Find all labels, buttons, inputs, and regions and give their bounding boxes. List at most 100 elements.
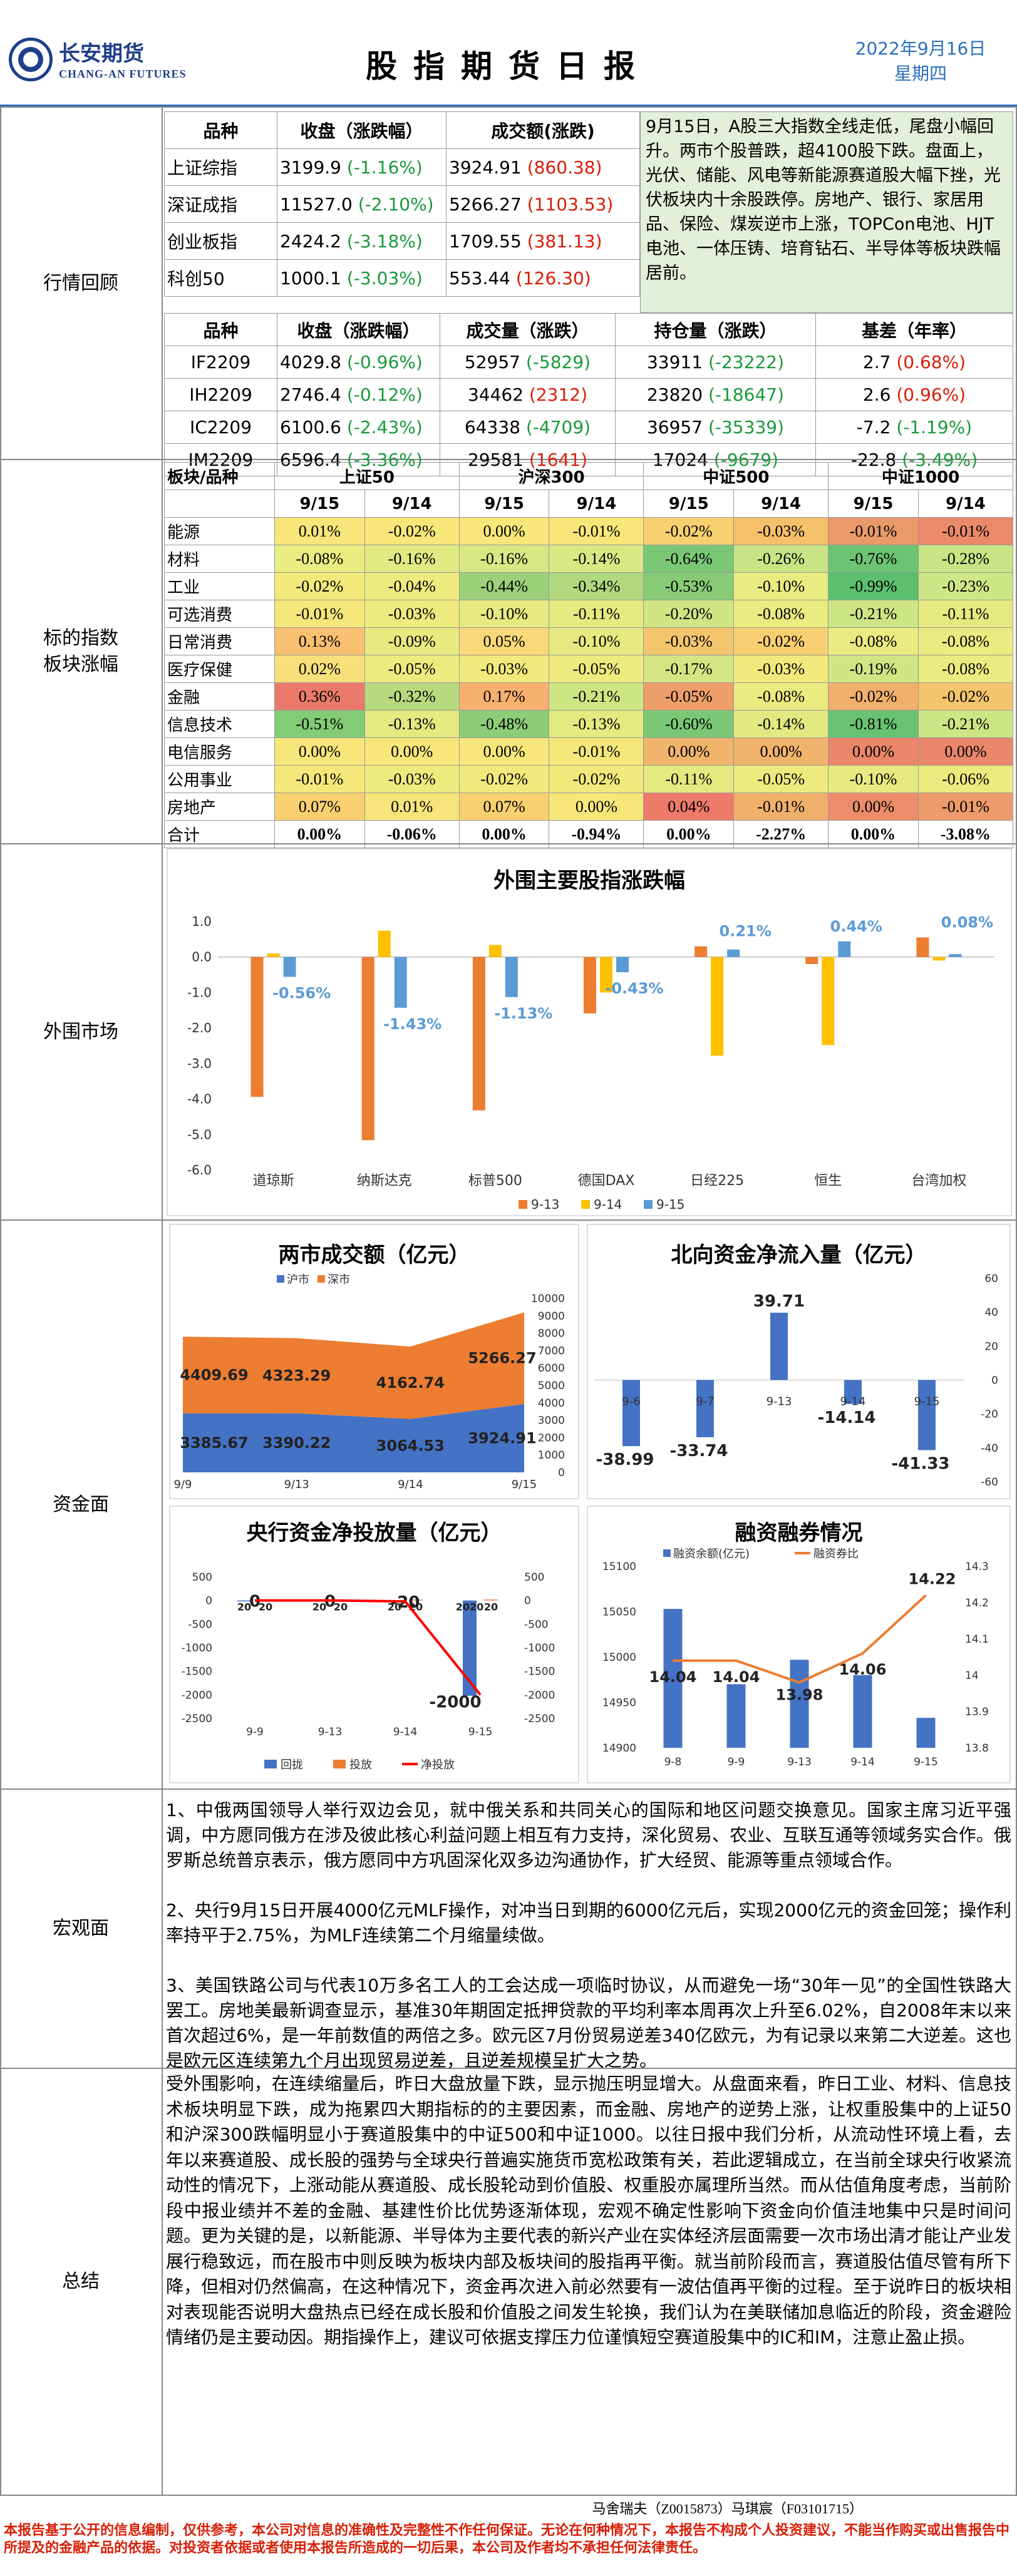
table-row: IH2209 2746.4 (-0.12%) 34462 (2312) 2382…: [164, 378, 1013, 411]
report-title: 股指期货日报: [366, 48, 651, 85]
company-logo-icon: [9, 38, 53, 81]
chart-title: 央行资金净投放量（亿元）: [246, 1521, 502, 1546]
bar: [727, 949, 740, 957]
y-tick-label: 7000: [538, 1345, 565, 1357]
legend-label: 回拢: [281, 1758, 303, 1772]
line-net: [255, 1599, 482, 1696]
table-row: 电信服务 0.00% 0.00% 0.00% -0.01% 0.00% 0.00% 0.00%…: [164, 737, 1014, 766]
legend-swatch: [581, 1200, 590, 1209]
bar: [694, 946, 708, 957]
y-tick-label: 5000: [538, 1380, 565, 1392]
y-tick-label-right: -500: [524, 1618, 549, 1631]
section-label-sector: 标的指数板块涨幅: [43, 627, 118, 675]
x-tick-label: 9-15: [914, 1395, 940, 1409]
data-label: -14.14: [817, 1409, 875, 1427]
y-tick-label: 3000: [538, 1415, 565, 1427]
data-label: 14.04: [649, 1668, 697, 1686]
y-tick-label: -1.0: [187, 985, 212, 1000]
bar: [505, 957, 518, 997]
data-label: 14.06: [839, 1661, 887, 1678]
sector-heat-table: 板块/品种 上证50 沪深300 中证500 中证1000 9/15 9/14 9…: [164, 462, 1014, 848]
legend-label: 净投放: [421, 1758, 455, 1772]
y-tick-label: -4.0: [187, 1092, 212, 1107]
futures-quote-table: 品种 收盘（涨跌幅） 成交量（涨跌） 持仓量（涨跌） 基差（年率） IF2209…: [164, 313, 1013, 476]
y-tick-label-right: 500: [524, 1571, 544, 1584]
data-label: 20: [237, 1601, 251, 1613]
x-tick-label: 9-15: [914, 1756, 938, 1768]
table-row: 上证综指 3199.9 (-1.16%) 3924.91 (860.38): [164, 148, 640, 186]
data-label: 0.08%: [941, 914, 993, 931]
report-header: 长安期货 CHANG-AN FUTURES 股指期货日报 2022年9月16日 …: [0, 0, 1017, 106]
data-label: 20: [484, 1601, 498, 1613]
x-tick-label: 9-6: [622, 1395, 640, 1409]
disclaimer: 本报告基于公开的信息编制，仅供参考，本公司对信息的准确性及完整性不作任何保证。无…: [4, 2522, 1010, 2555]
y-tick-label: 0: [991, 1375, 998, 1387]
section-label-market-review: 行情回顾: [43, 272, 118, 294]
legend-label: 沪市: [287, 1273, 309, 1286]
x-tick-label: 9/15: [512, 1478, 537, 1491]
y-tick-label-right: -1500: [524, 1666, 555, 1678]
bar: [916, 937, 929, 957]
x-tick-label: 纳斯达克: [357, 1173, 412, 1189]
table-row: 公用事业 -0.01% -0.03% -0.02% -0.02% -0.11% -0.05%…: [164, 765, 1014, 793]
x-tick-label: 9-8: [664, 1756, 682, 1768]
company-name-cn: 长安期货: [59, 41, 144, 66]
overseas-chart-svg: 1.0 0.0 -1.0 -2.0 -3.0 -4.0 -5.0 -6.0 道琼斯 -0.56% 纳…: [187, 914, 994, 1212]
table-total-row: 合计 0.00% -0.06% 0.00% -0.94% 0.00% -2.27% 0.00%…: [164, 820, 1014, 848]
data-label: -1.13%: [494, 1005, 552, 1022]
y-tick-label: -2.0: [187, 1020, 212, 1035]
pboc-chart: 央行资金净投放量（亿元） 500 500 0 0 -500 -500 -1000 -1000 -…: [169, 1506, 579, 1783]
y-tick-label: 40: [984, 1306, 998, 1319]
table-row: 可选消费 -0.01% -0.03% -0.10% -0.11% -0.20% -0.08%…: [164, 600, 1014, 628]
y-tick-label: -1500: [182, 1666, 212, 1678]
bar-withdraw: [463, 1600, 477, 1696]
bar-inject: [484, 1599, 498, 1601]
macro-news: 1、中俄两国领导人举行双边会见，就中俄关系和共同关心的国际和地区问题交换意见。国…: [166, 1798, 1011, 2073]
margin-chart-svg: 15100 15050 15000 14950 14900 14.3 14.2 14.1 14 1…: [602, 1547, 989, 1768]
y-tick-label: 0: [558, 1467, 565, 1479]
data-label: 20: [388, 1601, 401, 1613]
company-name-en: CHANG-AN FUTURES: [59, 68, 187, 80]
data-label: 4409.69: [180, 1367, 248, 1384]
data-label: 20: [312, 1601, 326, 1613]
y-tick-label: 8000: [538, 1328, 565, 1340]
bar: [584, 957, 596, 1013]
data-label: 20: [334, 1601, 348, 1613]
y-tick-label: 20: [984, 1340, 998, 1353]
legend-label: 9-15: [656, 1197, 684, 1212]
y-tick-label-right: 13.9: [965, 1706, 989, 1718]
legend-label: 投放: [349, 1758, 372, 1772]
x-tick-label: 9/14: [398, 1478, 423, 1491]
bar: [770, 1312, 788, 1380]
bar: [696, 1380, 714, 1437]
bar: [838, 941, 851, 957]
bar: [394, 957, 407, 1008]
x-tick-label: 9-13: [767, 1395, 792, 1409]
bar: [844, 1380, 862, 1404]
data-label: -33.74: [669, 1442, 728, 1460]
x-tick-label: 9-7: [696, 1395, 714, 1409]
y-tick-label: 1.0: [192, 914, 212, 929]
data-label: 5266.27: [468, 1350, 536, 1367]
data-label: 0.21%: [720, 923, 772, 940]
data-label: -1.43%: [383, 1015, 441, 1033]
authors: 马舍瑞夫（Z0015873）马琪宸（F03101715）: [592, 2501, 863, 2517]
y-tick-label: 15000: [602, 1651, 636, 1664]
bar: [949, 954, 962, 957]
section-label-funds: 资金面: [53, 1493, 109, 1516]
y-tick-label: 10000: [531, 1293, 565, 1305]
legend-swatch: [264, 1760, 277, 1768]
legend-swatch: [317, 1275, 325, 1283]
y-tick-label: 4000: [538, 1397, 565, 1410]
market-commentary: 9月15日，A股三大指数全线走低，尾盘小幅回升。两市个股普跌，超4100股下跌。…: [640, 111, 1013, 313]
x-tick-label: 9-9: [246, 1726, 264, 1738]
data-label: 13.98: [776, 1686, 823, 1704]
northbound-chart-svg: 60 40 20 0 -20 -40 -60 9-6 -38.99 9-7 -33.74 9-13 39…: [594, 1273, 998, 1489]
northbound-chart: 北向资金净流入量（亿元） 60 40 20 0 -20 -40 -60 9-6 -38.99 9-…: [587, 1224, 1011, 1499]
index-quote-table: 品种 收盘（涨跌幅） 成交额(涨跌) 上证综指 3199.9 (-1.16%) …: [164, 111, 640, 297]
bar: [488, 945, 502, 957]
pboc-chart-svg: 500 500 0 0 -500 -500 -1000 -1000 -1500 -1500 -200…: [182, 1571, 555, 1772]
bar: [918, 1380, 936, 1450]
legend-label: 深市: [328, 1273, 350, 1286]
x-tick-label: 9/13: [284, 1478, 309, 1491]
